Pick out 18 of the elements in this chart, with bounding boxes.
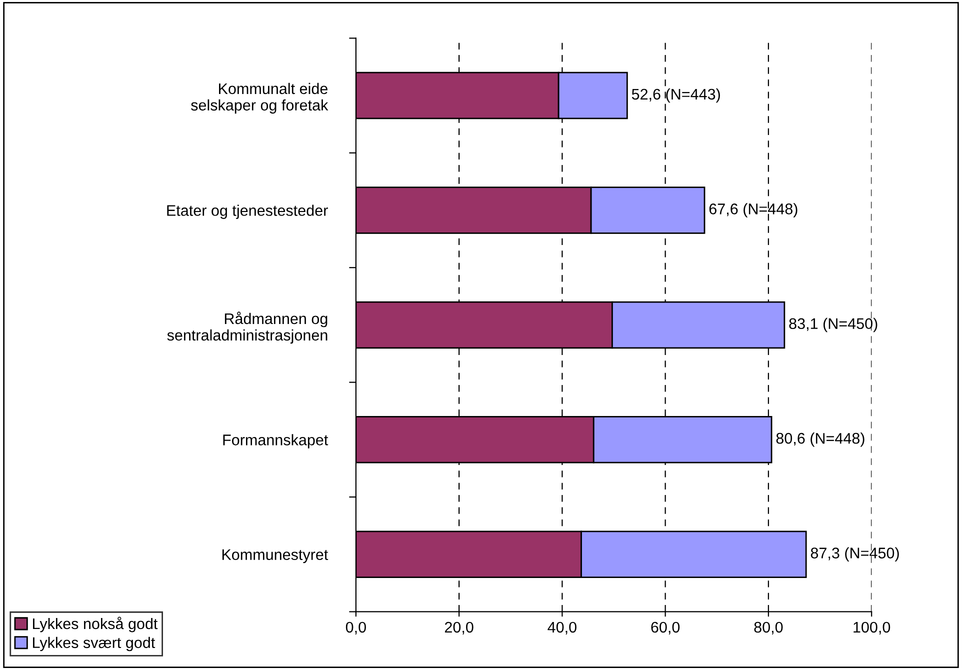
x-tick-label: 0,0 xyxy=(346,622,366,634)
x-tick-label: 100,0 xyxy=(854,622,890,634)
total-label: 83,1 (N=450) xyxy=(789,318,878,332)
legend-label: Lykkes svært godt xyxy=(33,636,156,652)
y-tick-label: Kommunestyret xyxy=(222,549,328,564)
x-tick-label: 40,0 xyxy=(548,622,576,634)
y-tick-label: Rådmannen og sentraladministrasjonen xyxy=(167,312,328,344)
x-tick-label: 60,0 xyxy=(651,622,680,634)
total-label: 67,6 (N=448) xyxy=(709,203,798,218)
total-label: 80,6 (N=448) xyxy=(776,432,864,447)
x-tick-label: 20,0 xyxy=(444,622,474,634)
total-label: 87,3 (N=450) xyxy=(810,547,899,562)
y-tick-label: Etater og tjenestesteder xyxy=(167,204,328,219)
total-label: 52,6 (N=443) xyxy=(632,88,720,103)
legend-label: Lykkes nokså godt xyxy=(33,616,158,632)
y-tick-label: Kommunalt eide selskaper og foretak xyxy=(191,82,328,114)
y-tick-label: Formannskapet xyxy=(223,434,328,448)
x-tick-label: 80,0 xyxy=(754,622,783,634)
